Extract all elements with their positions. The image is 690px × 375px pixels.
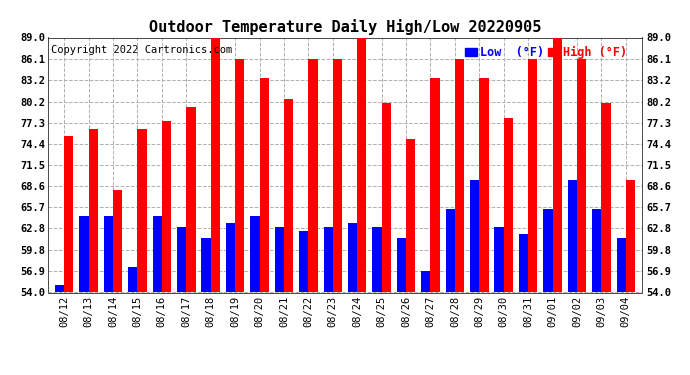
Bar [348, 223, 357, 292]
Bar [226, 223, 235, 292]
Bar [186, 107, 195, 292]
Bar [528, 59, 538, 292]
Bar [137, 129, 147, 292]
Bar [553, 38, 562, 292]
Bar [177, 227, 186, 292]
Bar [617, 238, 626, 292]
Bar [210, 38, 220, 292]
Bar [382, 103, 391, 292]
Bar [250, 216, 259, 292]
Bar [299, 231, 308, 292]
Bar [88, 129, 98, 292]
Bar [333, 59, 342, 292]
Bar [602, 103, 611, 292]
Bar [235, 59, 244, 292]
Bar [259, 78, 269, 292]
Bar [397, 238, 406, 292]
Bar [373, 227, 382, 292]
Bar [495, 227, 504, 292]
Bar [113, 190, 122, 292]
Bar [406, 140, 415, 292]
Bar [519, 234, 528, 292]
Bar [308, 59, 317, 292]
Bar [284, 99, 293, 292]
Bar [201, 238, 210, 292]
Bar [55, 285, 64, 292]
Bar [421, 271, 431, 292]
Bar [480, 78, 489, 292]
Bar [626, 180, 635, 292]
Bar [275, 227, 284, 292]
Bar [431, 78, 440, 292]
Bar [64, 136, 73, 292]
Bar [324, 227, 333, 292]
Bar [470, 180, 480, 292]
Bar [162, 121, 171, 292]
Bar [455, 59, 464, 292]
Bar [128, 267, 137, 292]
Bar [592, 209, 602, 292]
Bar [79, 216, 88, 292]
Bar [446, 209, 455, 292]
Bar [357, 38, 366, 292]
Legend: Low  (°F), High (°F): Low (°F), High (°F) [463, 44, 630, 61]
Bar [577, 59, 586, 292]
Bar [104, 216, 113, 292]
Bar [543, 209, 553, 292]
Title: Outdoor Temperature Daily High/Low 20220905: Outdoor Temperature Daily High/Low 20220… [149, 19, 541, 35]
Bar [152, 216, 162, 292]
Bar [568, 180, 577, 292]
Text: Copyright 2022 Cartronics.com: Copyright 2022 Cartronics.com [51, 45, 233, 55]
Bar [504, 118, 513, 292]
